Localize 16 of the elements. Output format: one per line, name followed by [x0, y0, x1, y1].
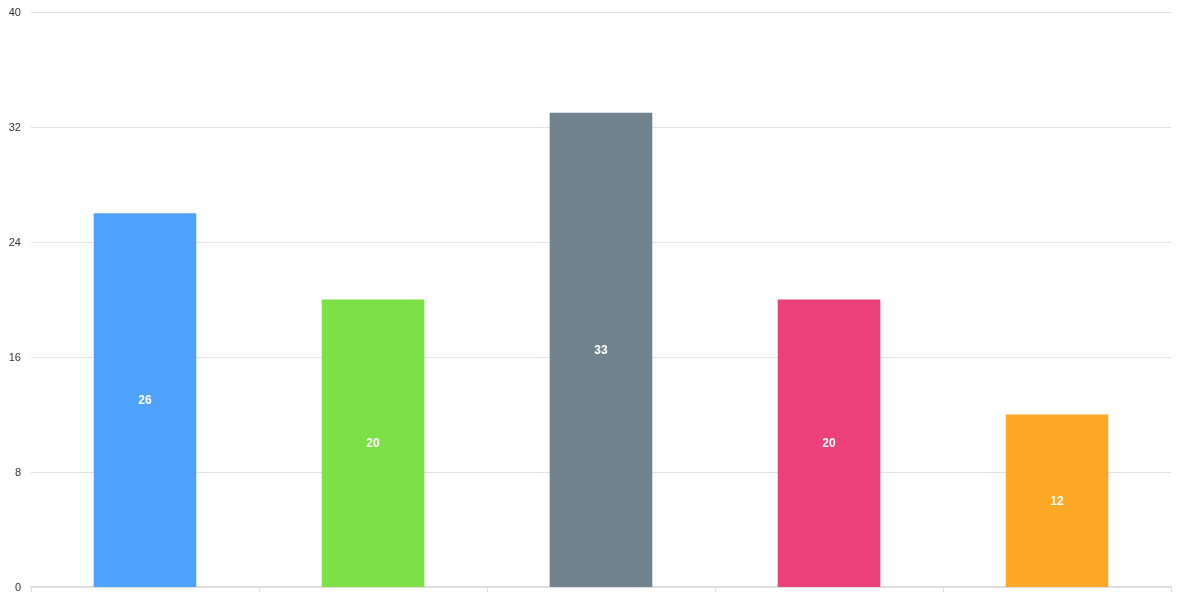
- data-label: 26: [138, 393, 152, 408]
- data-label: 33: [594, 342, 608, 357]
- y-tick-label: 16: [8, 351, 21, 363]
- bar: [321, 299, 425, 587]
- data-label: 12: [1050, 493, 1064, 508]
- bar: [93, 213, 197, 587]
- bar: [549, 112, 653, 587]
- y-tick-label: 8: [14, 466, 21, 478]
- bar: [1005, 414, 1109, 587]
- data-label: 20: [366, 436, 380, 451]
- bar: [777, 299, 881, 587]
- y-tick-label: 24: [8, 236, 21, 248]
- y-tick-label: 0: [14, 581, 21, 593]
- y-tick-label: 32: [8, 121, 21, 133]
- y-tick-label: 40: [8, 6, 21, 18]
- data-label: 20: [822, 436, 836, 451]
